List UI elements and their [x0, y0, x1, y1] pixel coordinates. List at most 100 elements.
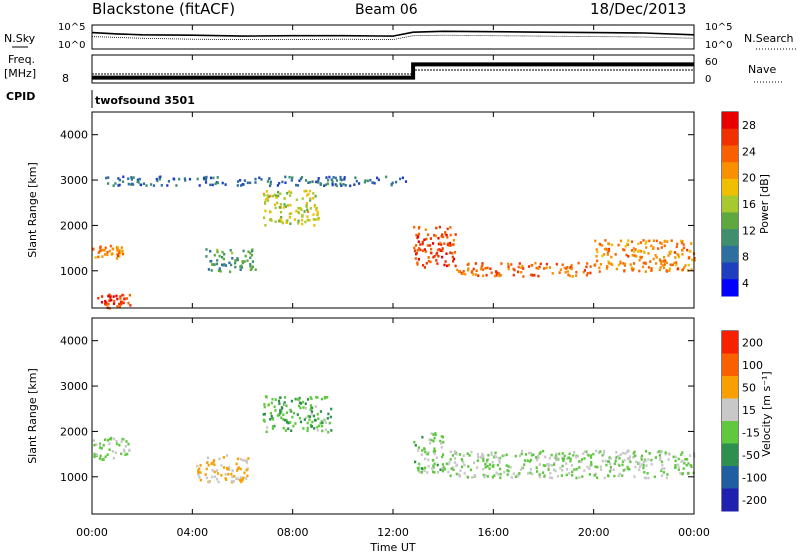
heatmap-cell: [664, 259, 667, 262]
heatmap-cell: [264, 224, 267, 227]
heatmap-cell: [586, 262, 589, 265]
heatmap-cell: [404, 180, 408, 183]
heatmap-cell: [447, 470, 450, 474]
heatmap-cell: [316, 210, 319, 213]
heatmap-cell: [301, 400, 305, 404]
heatmap-cell: [507, 469, 510, 473]
heatmap-cell: [312, 218, 315, 221]
heatmap-cell: [323, 396, 326, 400]
heatmap-cell: [446, 236, 449, 239]
heatmap-cell: [142, 182, 146, 185]
heatmap-cell: [306, 421, 309, 425]
heatmap-cell: [606, 251, 609, 254]
heatmap-cell: [251, 265, 255, 269]
heatmap-cell: [587, 454, 590, 457]
heatmap-cell: [569, 457, 572, 461]
heatmap-cell: [207, 463, 210, 467]
heatmap-cell: [234, 259, 237, 263]
heatmap-cell: [687, 256, 690, 260]
heatmap-cell: [210, 269, 213, 272]
heatmap-cell: [633, 250, 636, 254]
heatmap-cell: [536, 454, 539, 458]
heatmap-cell: [445, 252, 448, 255]
heatmap-cell: [570, 267, 573, 271]
heatmap-cell: [693, 259, 696, 262]
x-tick-label: 12:00: [377, 526, 409, 539]
heatmap-cell: [306, 398, 310, 401]
heatmap-cell: [224, 183, 227, 186]
heatmap-cell: [227, 466, 230, 469]
heatmap-cell: [286, 204, 289, 207]
heatmap-cell: [290, 410, 293, 413]
heatmap-cell: [274, 409, 277, 412]
heatmap-cell: [121, 437, 124, 441]
heatmap-cell: [613, 462, 616, 465]
heatmap-cell: [116, 245, 119, 249]
heatmap-cell: [218, 457, 221, 461]
heatmap-cell: [663, 266, 666, 269]
heatmap-cell: [681, 240, 684, 243]
heatmap-cell: [428, 244, 432, 247]
heatmap-cell: [670, 239, 673, 242]
beam-title: Beam 06: [355, 2, 418, 18]
heatmap-cell: [623, 459, 626, 462]
heatmap-cell: [99, 444, 102, 447]
heatmap-cell: [106, 250, 109, 254]
heatmap-cell: [241, 478, 244, 482]
heatmap-cell: [606, 248, 609, 251]
heatmap-cell: [236, 184, 239, 187]
heatmap-cell: [608, 249, 611, 253]
heatmap-cell: [123, 450, 126, 453]
heatmap-cell: [655, 256, 658, 259]
heatmap-cell: [245, 459, 248, 463]
heatmap-cell: [617, 474, 620, 478]
heatmap-cell: [432, 470, 435, 474]
heatmap-cell: [449, 251, 452, 255]
colorbar-swatch: [722, 245, 738, 264]
heatmap-cell: [434, 234, 437, 238]
heatmap-cell: [299, 177, 302, 181]
heatmap-cell: [417, 258, 420, 261]
heatmap-cell: [418, 247, 421, 250]
heatmap-cell: [112, 184, 115, 187]
heatmap-cell: [475, 273, 478, 276]
heatmap-cell: [510, 263, 513, 266]
heatmap-cell: [449, 244, 452, 247]
heatmap-cell: [314, 218, 317, 221]
heatmap-cell: [419, 243, 422, 246]
heatmap-cell: [414, 244, 418, 247]
heatmap-cell: [102, 444, 105, 447]
heatmap-cell: [512, 267, 515, 271]
heatmap-cell: [603, 247, 607, 251]
nsearch-label: N.Search: [744, 32, 794, 45]
colorbar-swatch: [722, 443, 738, 467]
nave-label: Nave: [748, 63, 776, 76]
heatmap-cell: [681, 248, 684, 252]
heatmap-cell: [483, 475, 486, 479]
heatmap-cell: [152, 184, 156, 187]
heatmap-cell: [550, 476, 554, 480]
heatmap-cell: [321, 424, 324, 428]
heatmap-cell: [577, 261, 580, 265]
heatmap-cell: [239, 179, 242, 182]
heatmap-cell: [491, 475, 494, 479]
heatmap-cell: [222, 257, 225, 261]
heatmap-cell: [444, 231, 447, 234]
heatmap-cell: [555, 458, 558, 461]
heatmap-cell: [355, 179, 358, 183]
heatmap-cell: [458, 270, 461, 273]
colorbar-tick-label: 4: [742, 277, 749, 290]
heatmap-cell: [621, 460, 624, 463]
heatmap-cell: [114, 182, 117, 185]
heatmap-cell: [522, 267, 525, 270]
heatmap-cell: [615, 455, 618, 459]
heatmap-cell: [638, 461, 641, 465]
heatmap-cell: [391, 181, 394, 185]
heatmap-cell: [235, 462, 238, 466]
heatmap-cell: [645, 449, 648, 453]
heatmap-cell: [609, 468, 612, 471]
heatmap-cell: [373, 181, 376, 185]
heatmap-cell: [225, 478, 228, 481]
heatmap-cell: [688, 454, 692, 457]
heatmap-cell: [556, 456, 559, 460]
